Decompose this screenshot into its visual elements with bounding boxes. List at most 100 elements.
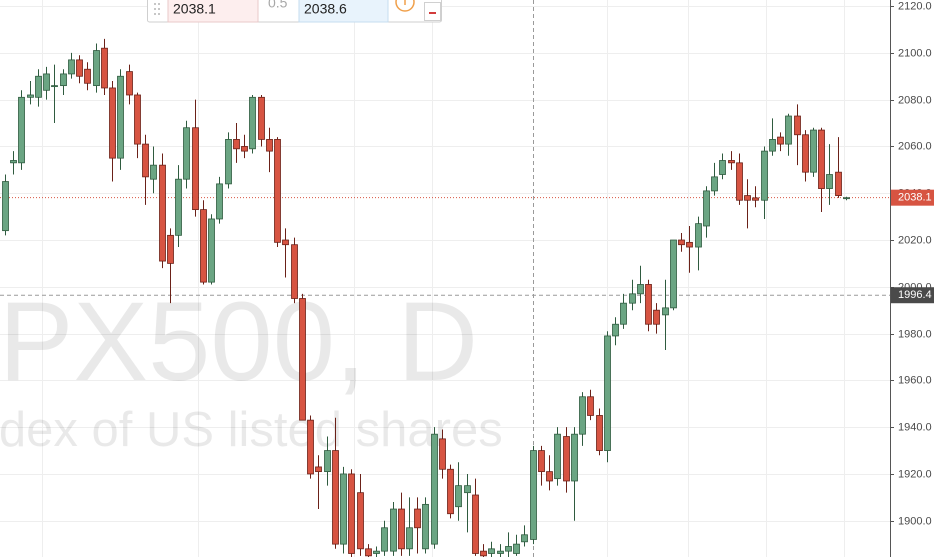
candle-body [719,160,726,175]
candle-body [373,550,380,554]
candle-body [422,503,429,550]
candle-body [728,160,735,164]
candle-body [332,450,339,545]
candle-body [703,190,710,227]
candle-body [596,415,603,451]
candle-body [348,473,355,554]
candle-body [51,85,58,88]
candle-body [233,139,240,150]
candle-body [604,335,611,451]
candle-body [794,115,801,136]
candle-body [521,534,528,543]
last-price-label: 2038.1 [898,192,932,204]
candle-body [167,234,174,264]
candles [2,38,850,557]
candle-body [406,527,413,550]
candle-body [84,68,91,84]
candle-body [241,146,248,152]
candle-body [2,181,9,232]
candle-body [711,176,718,192]
candle-body [142,143,149,178]
candle-body [291,244,298,299]
candle-body [802,134,809,173]
sell-box[interactable] [167,0,259,23]
candle-body [68,59,75,75]
candle-body [563,436,570,482]
drag-handle[interactable] [154,3,160,15]
candle-body [258,96,265,140]
candle-body [670,239,677,309]
candle-body [769,139,776,152]
candle-body [785,115,792,145]
candle-body [10,160,17,164]
candle-body [117,75,124,159]
candle-body [587,396,594,416]
trade-toolbar: 2038.1 0.5 2038.6 [147,0,442,23]
candle-body [497,550,504,554]
watermark-description: Index of US listed shares [0,403,503,457]
y-tick-label: 2120.0 [898,0,932,12]
candle-body [505,546,512,552]
candle-body [662,307,669,316]
candle-body [43,73,50,91]
buy-box[interactable] [298,0,389,23]
crosshair-label: 1996.4 [898,289,932,301]
candle-body [472,494,479,554]
y-tick-label: 1940.0 [898,421,932,433]
candle-body [678,239,685,246]
candle-body [431,433,438,545]
candle-body [777,136,784,145]
candle-body [357,492,364,550]
candle-body [579,396,586,435]
candle-body [381,527,388,552]
candle-body [612,323,619,337]
y-tick-label: 2100.0 [898,47,932,59]
candle-body [538,450,545,473]
candle-body [216,183,223,220]
info-icon[interactable] [395,0,415,12]
candle-body [637,284,644,295]
candle-body [208,218,215,283]
candle-body [93,50,100,87]
candle-body [126,71,133,96]
candle-body [761,150,768,201]
candle-body [18,96,25,164]
candle-body [818,129,825,189]
y-tick-label: 1920.0 [898,468,932,480]
candle-body [101,47,108,89]
candle-body [109,87,116,159]
candle-body [744,195,751,201]
candle-body [315,466,322,473]
candle-body [736,162,743,201]
watermark-symbol: SPX500, D [0,279,478,404]
candle-body [835,171,842,196]
candle-body [826,174,833,189]
vertical-grid [42,0,845,557]
candle-body [571,433,578,482]
candle-body [274,139,281,243]
candle-body [266,139,273,152]
y-tick-label: 1900.0 [898,515,932,527]
horizontal-grid [0,6,890,522]
candle-body [653,309,660,325]
candle-body [695,223,702,248]
y-tick-label: 1960.0 [898,374,932,386]
candle-body [60,73,67,87]
candle-body [530,450,537,540]
crosshair-badge [891,287,934,304]
y-tick-label: 2080.0 [898,94,932,106]
candle-body [645,284,652,325]
candle-body [398,508,405,550]
candle-body [620,302,627,325]
candle-body [686,241,693,248]
y-tick-label: 2060.0 [898,140,932,152]
candle-body [546,471,553,482]
close-button[interactable] [424,2,441,21]
candle-body [513,543,520,554]
candle-body [192,127,199,211]
candle-body [554,433,561,480]
candle-body [365,548,372,557]
candle-body [447,468,454,515]
